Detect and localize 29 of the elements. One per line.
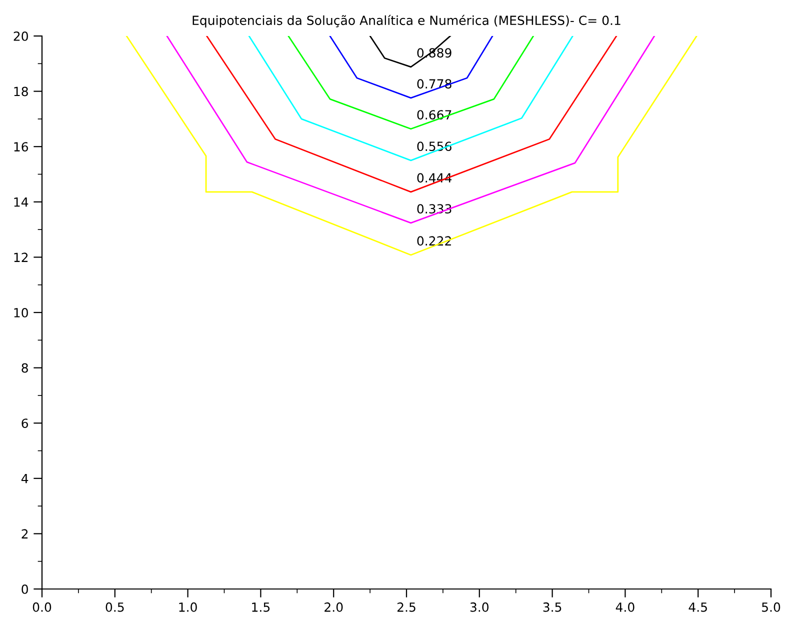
line-series bbox=[248, 36, 574, 162]
y-tick-label: 6 bbox=[22, 418, 28, 428]
series-label: 0.667 bbox=[417, 110, 452, 120]
y-tick-label: 0 bbox=[22, 584, 28, 594]
x-tick-label: 3.0 bbox=[470, 602, 489, 612]
y-tick-label: 4 bbox=[21, 474, 28, 484]
line-series bbox=[369, 36, 451, 68]
chart-title: Equipotenciais da Solução Analítica e Numérica (MESHLESS)- C= 0.1 bbox=[192, 14, 620, 28]
x-tick-label: 5.0 bbox=[762, 602, 780, 612]
x-tick-label: 2.5 bbox=[397, 602, 416, 612]
y-tick-label: 8 bbox=[22, 363, 28, 373]
y-tick-label: 16 bbox=[14, 142, 28, 152]
y-tick-label: 20 bbox=[14, 31, 28, 41]
x-tick-label: 1.0 bbox=[179, 602, 197, 612]
y-tick-label: 18 bbox=[14, 86, 28, 96]
x-tick-label: 4.5 bbox=[688, 602, 707, 612]
x-tick-label: 4.0 bbox=[616, 602, 634, 612]
y-tick-label: 2 bbox=[22, 529, 28, 538]
y-tick-label: 14 bbox=[14, 198, 28, 207]
x-tick-label: 1.5 bbox=[252, 602, 270, 612]
x-tick-label: 0.5 bbox=[106, 602, 124, 612]
x-tick-label: 2.0 bbox=[324, 602, 343, 612]
x-tick-label: 0.0 bbox=[32, 602, 52, 612]
y-tick-label: 12 bbox=[14, 252, 28, 262]
line-series bbox=[166, 36, 656, 224]
line-series bbox=[126, 36, 698, 256]
series-label: 0.778 bbox=[417, 79, 452, 89]
y-tick-label: 10 bbox=[14, 308, 28, 318]
x-tick-label: 3.5 bbox=[543, 602, 562, 612]
